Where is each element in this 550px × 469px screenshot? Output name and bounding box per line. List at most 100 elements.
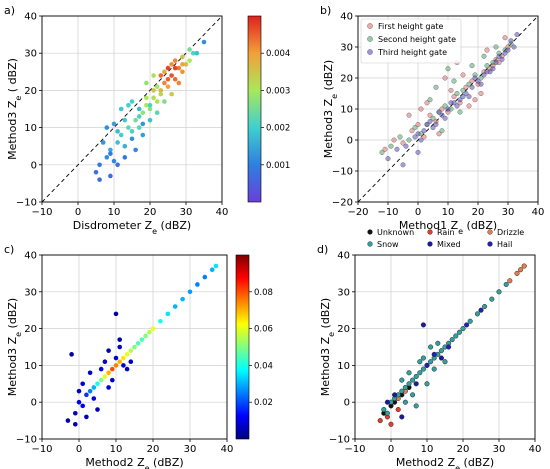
tick-label-y: 0 bbox=[347, 136, 353, 147]
data-point bbox=[433, 84, 439, 90]
data-point bbox=[151, 95, 156, 101]
series-hail bbox=[424, 307, 484, 368]
x-axis-label-unit: (dBZ) bbox=[463, 219, 497, 232]
data-point bbox=[428, 344, 434, 350]
data-point bbox=[436, 109, 442, 115]
data-point bbox=[213, 263, 219, 269]
tick-label-x: 20 bbox=[147, 444, 160, 455]
data-point bbox=[84, 414, 89, 420]
data-point bbox=[457, 109, 463, 115]
data-point bbox=[108, 147, 113, 153]
data-point bbox=[382, 146, 388, 152]
tick-label-x: 30 bbox=[184, 444, 197, 455]
tick-label-y: 30 bbox=[337, 287, 350, 298]
data-point bbox=[388, 421, 394, 427]
tick-label-y: 40 bbox=[24, 251, 37, 262]
data-point bbox=[472, 97, 478, 103]
data-point bbox=[469, 84, 475, 90]
data-point bbox=[399, 377, 405, 383]
data-point bbox=[176, 80, 182, 86]
data-point bbox=[129, 99, 135, 104]
data-point bbox=[399, 388, 405, 394]
data-point bbox=[460, 72, 466, 78]
x-axis-label: Method1 Ze (dBZ) bbox=[399, 219, 497, 236]
tick-label-y: −10 bbox=[332, 167, 353, 178]
y-axis-label-sub: e bbox=[14, 96, 23, 101]
data-point bbox=[442, 103, 448, 109]
tick-label-y: 20 bbox=[340, 74, 353, 85]
data-point bbox=[136, 125, 142, 130]
data-point bbox=[428, 359, 434, 365]
data-point bbox=[453, 333, 459, 339]
legend-marker bbox=[367, 241, 373, 247]
x-axis-label-unit: (dBZ) bbox=[150, 456, 184, 469]
colorbar-tick-label: 0.02 bbox=[254, 398, 273, 408]
data-point bbox=[172, 76, 178, 82]
tick-label-x: 40 bbox=[216, 207, 229, 218]
data-point bbox=[115, 140, 120, 145]
data-point bbox=[421, 134, 427, 140]
data-point bbox=[391, 137, 397, 143]
tick-label-y: −10 bbox=[16, 198, 37, 209]
data-point bbox=[122, 143, 128, 149]
data-point bbox=[467, 318, 473, 324]
data-point bbox=[151, 73, 156, 78]
data-point bbox=[406, 370, 412, 376]
tick-label-y: 20 bbox=[24, 86, 37, 97]
y-axis-label-main: Method3 Z bbox=[6, 100, 19, 160]
data-point bbox=[433, 122, 439, 127]
x-axis-label-sub: e bbox=[455, 464, 460, 469]
data-point bbox=[162, 99, 167, 104]
data-point bbox=[410, 392, 416, 398]
data-point bbox=[169, 62, 174, 67]
tick-label-y: 20 bbox=[24, 324, 37, 335]
data-point bbox=[388, 143, 394, 149]
data-point bbox=[406, 381, 412, 387]
data-point bbox=[162, 69, 167, 75]
data-point bbox=[106, 370, 111, 376]
tick-label-y: 10 bbox=[24, 361, 37, 372]
data-point bbox=[484, 69, 490, 75]
tick-label-y: −10 bbox=[329, 435, 350, 446]
data-point bbox=[91, 385, 97, 390]
data-point bbox=[410, 377, 416, 383]
data-point bbox=[147, 106, 153, 112]
data-point bbox=[508, 38, 514, 44]
colorbar: 0.001 0.002 0.003 0.004 bbox=[247, 15, 290, 203]
data-point bbox=[502, 35, 508, 41]
legend-label: First height gate bbox=[378, 22, 444, 31]
data-point bbox=[514, 270, 520, 276]
legend-marker bbox=[367, 49, 373, 55]
legend-marker bbox=[367, 229, 373, 235]
data-point bbox=[165, 84, 171, 89]
data-point bbox=[180, 296, 185, 302]
tick-label-y: −20 bbox=[332, 198, 353, 209]
data-point bbox=[412, 125, 418, 131]
legend: Unknown Rain Drizzle Snow Mixed Hail bbox=[367, 228, 524, 249]
data-point bbox=[430, 115, 436, 121]
data-point bbox=[493, 44, 499, 50]
x-axis-label-main: Method2 Z bbox=[85, 456, 145, 469]
data-point bbox=[117, 344, 122, 350]
tick-label-y: 30 bbox=[24, 287, 37, 298]
data-point bbox=[180, 62, 185, 67]
data-point bbox=[154, 110, 160, 116]
data-point bbox=[169, 91, 174, 97]
data-point bbox=[98, 377, 104, 383]
legend-label: Hail bbox=[497, 240, 512, 249]
colorbar-tick-label: 0.004 bbox=[266, 49, 290, 59]
data-point bbox=[95, 381, 100, 387]
tick-label-y: 40 bbox=[24, 12, 37, 23]
tick-label-x: 10 bbox=[110, 444, 123, 455]
data-point bbox=[442, 359, 448, 365]
tick-label-x: 0 bbox=[76, 444, 82, 455]
data-point bbox=[439, 128, 445, 134]
data-point bbox=[165, 65, 171, 71]
data-point bbox=[481, 53, 487, 59]
data-point bbox=[136, 114, 142, 119]
data-point bbox=[143, 333, 148, 339]
data-point bbox=[154, 84, 160, 89]
data-point bbox=[442, 115, 448, 121]
colorbar-tick-label: 0.001 bbox=[266, 161, 290, 171]
x-axis-label: Disdrometer Ze (dBZ) bbox=[73, 219, 191, 236]
